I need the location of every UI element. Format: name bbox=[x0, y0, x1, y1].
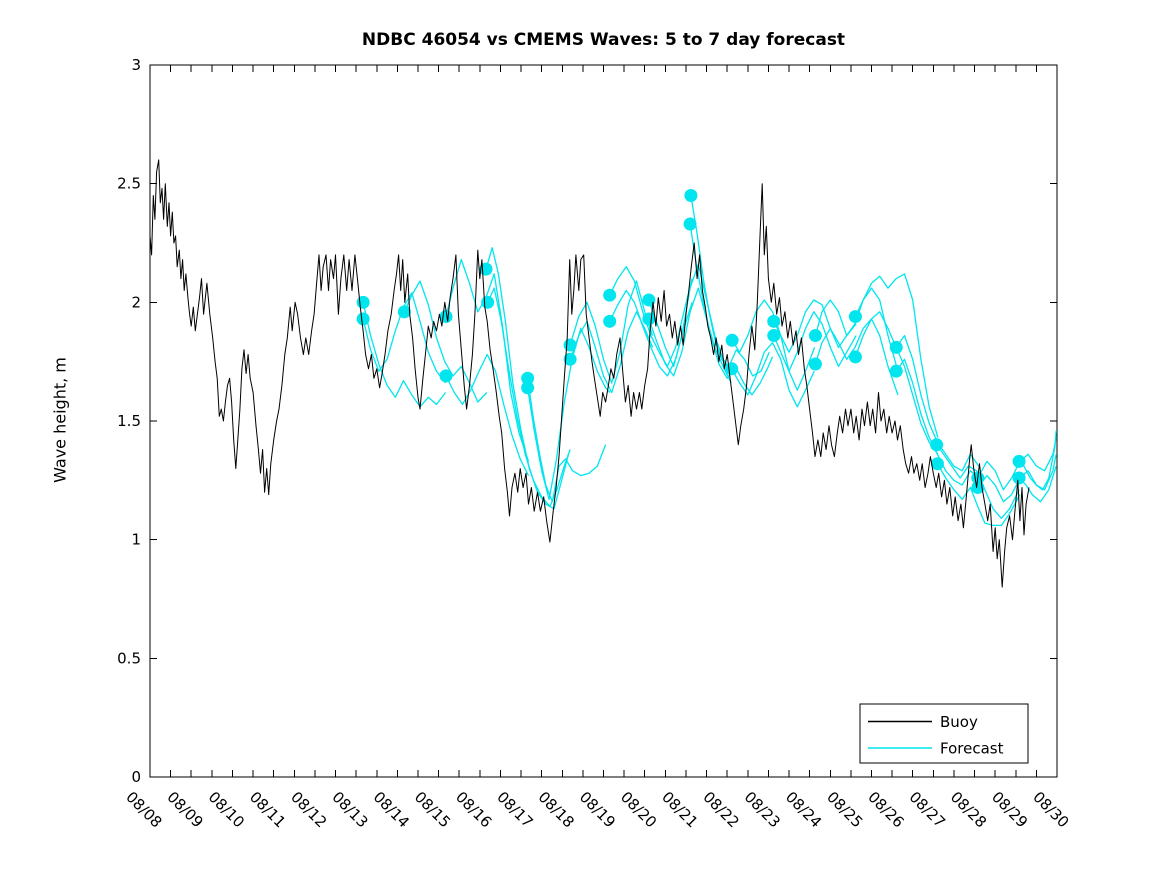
forecast-line bbox=[609, 266, 693, 368]
forecast-start-dot bbox=[439, 369, 453, 383]
y-tick-label: 3 bbox=[131, 56, 141, 74]
forecast-line bbox=[487, 287, 571, 508]
forecast-start-dot bbox=[848, 310, 862, 324]
forecast-start-dot bbox=[808, 357, 822, 371]
forecast-line bbox=[485, 247, 570, 510]
forecast-start-dot bbox=[642, 293, 656, 307]
forecast-line bbox=[1018, 465, 1057, 503]
forecast-start-dot bbox=[521, 371, 535, 385]
forecast-line bbox=[362, 302, 447, 408]
forecast-start-dot bbox=[642, 312, 656, 326]
x-tick-label: 08/28 bbox=[947, 788, 990, 831]
forecast-line bbox=[731, 342, 815, 408]
forecast-start-dot bbox=[889, 340, 903, 354]
axes-frame bbox=[149, 64, 1058, 778]
forecast-start-dot bbox=[767, 329, 781, 343]
x-tick-label: 08/23 bbox=[741, 788, 784, 831]
y-tick-label: 1.5 bbox=[117, 412, 141, 430]
x-tick-label: 08/22 bbox=[699, 788, 742, 831]
x-tick-label: 08/10 bbox=[205, 788, 248, 831]
forecast-start-dot bbox=[1012, 471, 1026, 485]
forecast-line bbox=[854, 273, 939, 438]
forecast-line bbox=[895, 358, 980, 486]
forecast-start-dot bbox=[808, 329, 822, 343]
forecast-line bbox=[648, 263, 732, 372]
x-tick-label: 08/25 bbox=[823, 788, 866, 831]
x-tick-label: 08/20 bbox=[617, 788, 660, 831]
forecast-line bbox=[569, 280, 654, 384]
forecast-line bbox=[526, 378, 607, 503]
forecast-line bbox=[526, 327, 611, 500]
legend-box bbox=[859, 703, 1029, 764]
forecast-start-dot bbox=[848, 350, 862, 364]
forecast-start-dot bbox=[971, 480, 985, 494]
x-tick-label: 08/24 bbox=[782, 788, 825, 831]
chart-title: NDBC 46054 vs CMEMS Waves: 5 to 7 day fo… bbox=[361, 30, 846, 50]
forecast-line bbox=[731, 299, 816, 391]
y-tick-label: 1 bbox=[131, 531, 141, 549]
forecast-line bbox=[814, 318, 899, 396]
x-tick-label: 08/19 bbox=[576, 788, 619, 831]
x-tick-label: 08/15 bbox=[411, 788, 454, 831]
forecast-line bbox=[773, 311, 857, 372]
forecast-line bbox=[773, 299, 857, 353]
forecast-start-dot bbox=[356, 312, 370, 326]
forecast-start-dot bbox=[930, 457, 944, 471]
forecast-start-dot bbox=[683, 217, 697, 231]
x-tick-label: 08/09 bbox=[163, 788, 206, 831]
x-tick-label: 08/26 bbox=[864, 788, 907, 831]
forecast-line bbox=[814, 287, 899, 372]
forecast-start-dot bbox=[397, 305, 411, 319]
forecast-start-dot bbox=[767, 314, 781, 328]
y-tick-label: 2.5 bbox=[117, 175, 141, 193]
forecast-start-dot bbox=[563, 352, 577, 366]
x-tick-label: 08/16 bbox=[452, 788, 495, 831]
legend-label-forecast: Forecast bbox=[940, 740, 1004, 758]
x-tick-label: 08/29 bbox=[988, 788, 1031, 831]
x-tick-label: 08/17 bbox=[493, 788, 536, 831]
forecast-line bbox=[936, 444, 1020, 519]
forecast-start-dot bbox=[563, 338, 577, 352]
x-tick-label: 08/11 bbox=[246, 788, 289, 831]
forecast-start-dot bbox=[481, 295, 495, 309]
forecast-start-dot bbox=[603, 314, 617, 328]
forecast-start-dot bbox=[889, 364, 903, 378]
legend-label-buoy: Buoy bbox=[940, 713, 978, 731]
x-tick-label: 08/27 bbox=[906, 788, 949, 831]
y-tick-label: 0 bbox=[131, 768, 141, 786]
forecast-start-dot bbox=[356, 295, 370, 309]
forecast-line bbox=[445, 258, 530, 462]
forecast-start-dot bbox=[1012, 454, 1026, 468]
forecast-start-dot bbox=[930, 438, 944, 452]
forecast-line bbox=[445, 353, 530, 476]
forecast-line bbox=[1018, 430, 1057, 491]
forecast-start-dot bbox=[725, 362, 739, 376]
buoy-line bbox=[149, 159, 1030, 588]
x-tick-label: 08/13 bbox=[328, 788, 371, 831]
x-tick-label: 08/30 bbox=[1029, 788, 1072, 831]
forecast-start-dot bbox=[684, 189, 698, 203]
forecast-line bbox=[936, 463, 1021, 527]
x-tick-label: 08/08 bbox=[122, 788, 165, 831]
forecast-start-dot bbox=[603, 288, 617, 302]
x-tick-label: 08/14 bbox=[370, 788, 413, 831]
x-tick-label: 08/12 bbox=[287, 788, 330, 831]
x-tick-label: 08/18 bbox=[535, 788, 578, 831]
forecast-start-dot bbox=[725, 333, 739, 347]
y-tick-label: 2 bbox=[131, 293, 141, 311]
y-tick-label: 0.5 bbox=[117, 649, 141, 667]
forecast-start-dot bbox=[521, 381, 535, 395]
forecast-line bbox=[403, 280, 488, 403]
x-tick-label: 08/21 bbox=[658, 788, 701, 831]
